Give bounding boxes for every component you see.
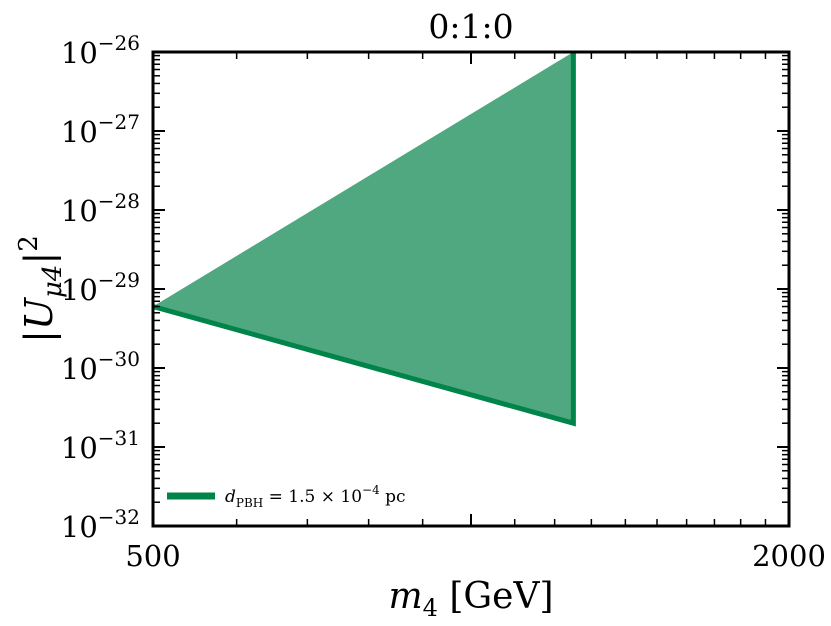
plot-frame (151, 50, 791, 528)
exclusion-region (153, 52, 574, 424)
chart-title: 0:1:0 (428, 7, 513, 46)
x-tick-label-2000: 2000 (752, 539, 826, 573)
y-tick-label-32: 10−32 (61, 505, 140, 544)
x-tick-label-500: 500 (125, 539, 180, 573)
legend-label: dPBH = 1.5 × 10−4 pc (225, 483, 406, 510)
y-tick-label-26: 10−26 (61, 31, 140, 70)
fill-layer (152, 52, 576, 427)
legend: dPBH = 1.5 × 10−4 pc (167, 483, 406, 510)
x-axis-label: m4 [GeV] (388, 576, 553, 622)
y-tick-label-29: 10−29 (61, 268, 140, 307)
y-tick-label-28: 10−28 (61, 189, 140, 228)
y-tick-label-31: 10−31 (61, 426, 140, 465)
y-tick-labels: 10−26 10−27 10−28 10−29 10−30 10−31 10−3… (61, 31, 140, 544)
y-tick-label-30: 10−30 (61, 347, 140, 386)
y-tick-label-27: 10−27 (61, 110, 140, 149)
y-axis-label: |Uμ4|2 (14, 235, 68, 343)
exclusion-boundary (152, 52, 576, 427)
